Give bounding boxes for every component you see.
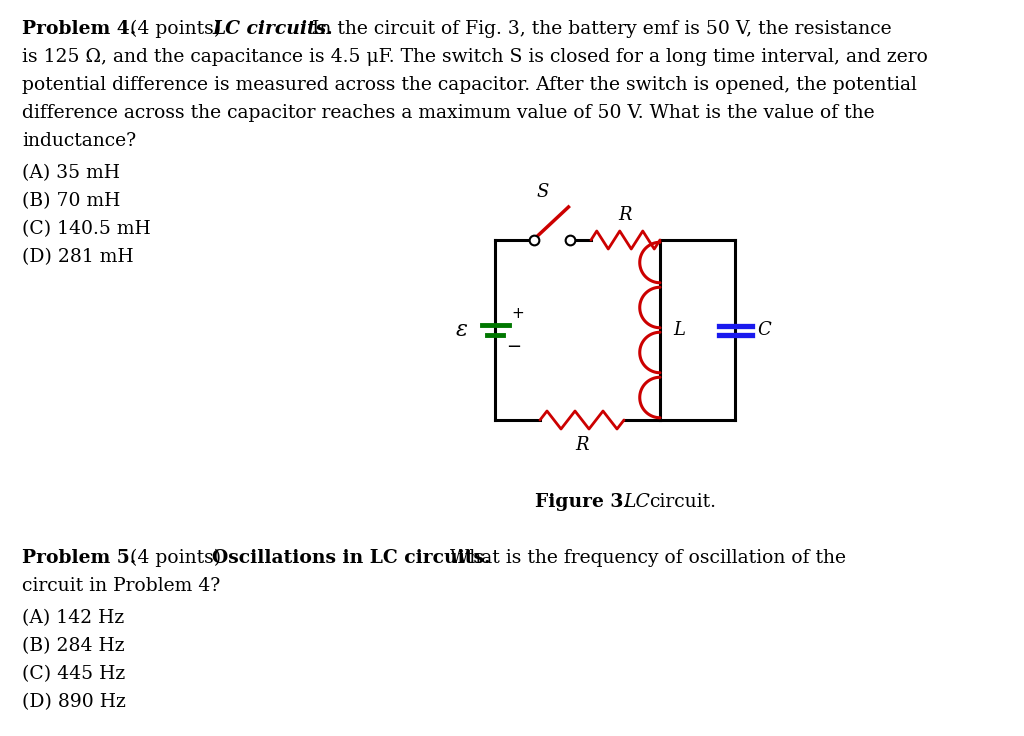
Text: inductance?: inductance?	[22, 132, 136, 150]
Text: (B) 284 Hz: (B) 284 Hz	[22, 637, 125, 655]
Text: R: R	[618, 205, 632, 224]
Text: Problem 5.: Problem 5.	[22, 549, 136, 567]
Text: R: R	[575, 436, 589, 455]
Text: (A) 142 Hz: (A) 142 Hz	[22, 609, 124, 627]
Text: (D) 281 mH: (D) 281 mH	[22, 248, 133, 266]
Text: difference across the capacitor reaches a maximum value of 50 V. What is the val: difference across the capacitor reaches …	[22, 104, 874, 122]
Text: LC circuits.: LC circuits.	[212, 20, 333, 38]
Text: (B) 70 mH: (B) 70 mH	[22, 192, 121, 210]
Text: (4 points): (4 points)	[130, 20, 221, 38]
Text: (A) 35 mH: (A) 35 mH	[22, 164, 120, 182]
Text: What is the frequency of oscillation of the: What is the frequency of oscillation of …	[450, 549, 846, 567]
Text: S: S	[537, 183, 549, 201]
Text: is 125 Ω, and the capacitance is 4.5 μF. The switch S is closed for a long time : is 125 Ω, and the capacitance is 4.5 μF.…	[22, 48, 928, 66]
Text: −: −	[507, 338, 521, 355]
Text: In the circuit of Fig. 3, the battery emf is 50 V, the resistance: In the circuit of Fig. 3, the battery em…	[312, 20, 892, 38]
Text: Figure 3.: Figure 3.	[535, 493, 630, 511]
Text: Problem 4.: Problem 4.	[22, 20, 136, 38]
Text: C: C	[758, 321, 771, 339]
Text: (C) 140.5 mH: (C) 140.5 mH	[22, 220, 151, 238]
Text: (C) 445 Hz: (C) 445 Hz	[22, 665, 125, 683]
Text: +: +	[512, 305, 524, 321]
Text: circuit in Problem 4?: circuit in Problem 4?	[22, 577, 220, 595]
Text: (4 points): (4 points)	[130, 549, 221, 567]
Text: LC: LC	[623, 493, 650, 511]
Text: circuit.: circuit.	[649, 493, 716, 511]
Text: (D) 890 Hz: (D) 890 Hz	[22, 693, 126, 711]
Text: ε: ε	[456, 319, 468, 341]
Text: L: L	[674, 321, 685, 339]
Text: Oscillations in LC circuits.: Oscillations in LC circuits.	[212, 549, 490, 567]
Text: potential difference is measured across the capacitor. After the switch is opene: potential difference is measured across …	[22, 76, 916, 94]
